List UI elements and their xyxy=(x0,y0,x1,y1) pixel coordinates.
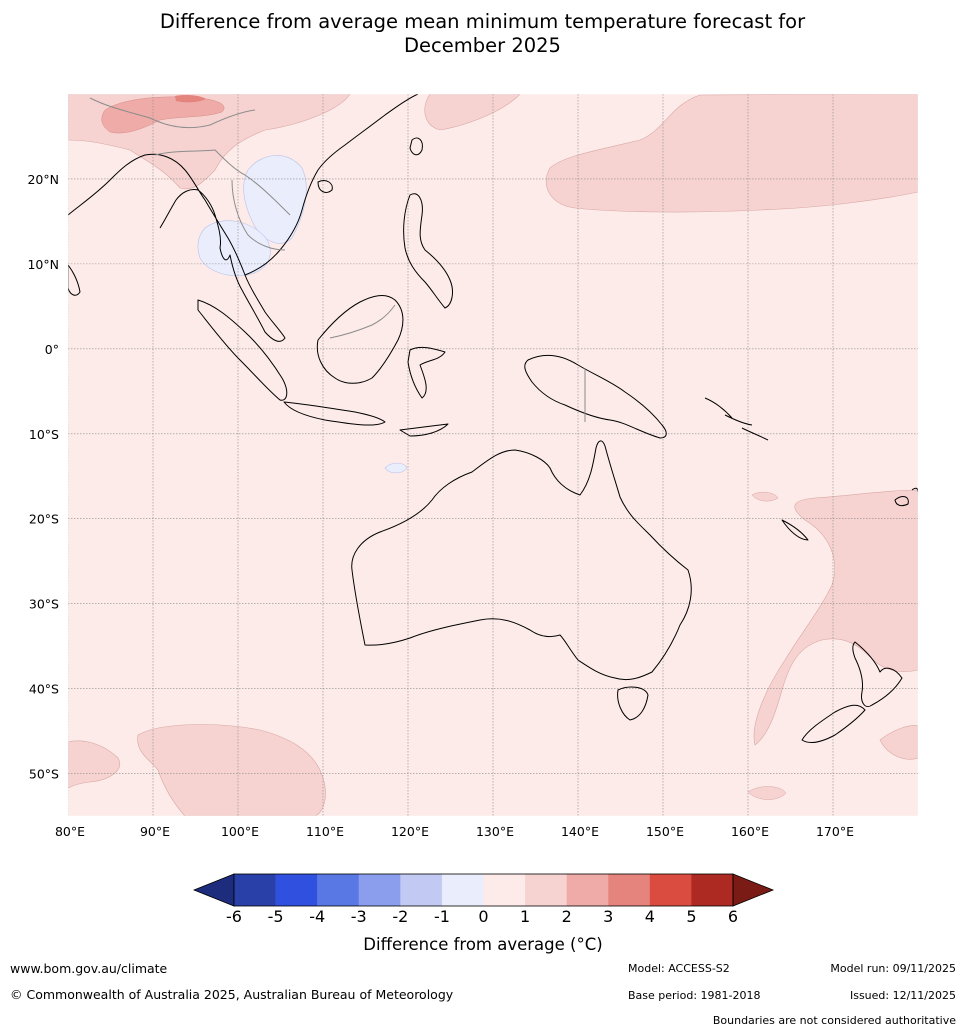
coastline-philippines xyxy=(403,193,453,309)
latitude-label--10: 10°S xyxy=(29,427,59,442)
coastline-tasmania xyxy=(617,686,649,721)
anomaly-region-nw-pacific-north xyxy=(424,94,521,131)
longitude-label-170: 170°E xyxy=(816,824,854,839)
anomaly-region-south-china-core xyxy=(175,95,206,103)
footer-model-run: Model run: 09/11/2025 xyxy=(830,962,956,975)
colorbar-tick--6: -6 xyxy=(226,907,242,926)
colorbar-swatch--3-to--2 xyxy=(358,874,401,906)
coastline-taiwan xyxy=(409,137,423,156)
colorbar-tick-2: 2 xyxy=(562,907,572,926)
colorbar-swatch--2-to--1 xyxy=(400,874,443,906)
colorbar-swatch-3-to-4 xyxy=(608,874,651,906)
colorbar-label: Difference from average (°C) xyxy=(363,935,602,954)
anomaly-region-new-zealand-south xyxy=(879,725,918,760)
coastline-sumatra xyxy=(197,299,288,401)
coastline-timor xyxy=(399,423,449,437)
colorbar-swatch-5-to-6 xyxy=(691,874,734,906)
latitude-label--20: 20°S xyxy=(29,512,59,527)
coastline-solomon-islands xyxy=(704,397,769,441)
latitude-label--40: 40°S xyxy=(29,682,59,697)
latitude-label-10: 10°N xyxy=(27,257,59,272)
colorbar-swatch--6-to--5 xyxy=(234,874,276,906)
border-indochina xyxy=(154,149,291,251)
colorbar-tick-1: 1 xyxy=(520,907,530,926)
anomaly-region-south-china-hotspot xyxy=(101,96,225,134)
colorbar-swatch-2-to-3 xyxy=(566,874,609,906)
colorbar-tick--5: -5 xyxy=(268,907,284,926)
coastline-new-zealand-north xyxy=(852,641,903,707)
colorbar-tick-labels: -6 -5 -4 -3 -2 -1 0 1 2 3 4 5 6 xyxy=(226,907,738,926)
border-borneo xyxy=(329,304,396,339)
colorbar-over-arrow xyxy=(732,873,775,907)
colorbar-swatch--1-to-0 xyxy=(441,874,484,906)
anomaly-region-laos-vietnam xyxy=(243,155,307,244)
anomaly-region-andaman xyxy=(197,220,271,277)
latitude-label--50: 50°S xyxy=(29,767,59,782)
coastline-sulawesi xyxy=(407,346,446,399)
anomaly-region-southern-ocean-east xyxy=(747,786,787,800)
colorbar-tick-4: 4 xyxy=(645,907,655,926)
map-gridlines xyxy=(68,94,918,816)
colorbar-tick-0: 0 xyxy=(478,907,488,926)
colorbar-swatch-4-to-5 xyxy=(649,874,692,906)
colorbar-swatch--4-to--3 xyxy=(317,874,360,906)
colorbar-swatch-1-to-2 xyxy=(525,874,567,906)
anomaly-region-southern-ocean-west xyxy=(68,740,120,789)
border-china xyxy=(89,97,256,129)
title-line-2: December 2025 xyxy=(404,34,561,57)
colorbar-under-arrow xyxy=(192,873,235,907)
latitude-label--30: 30°S xyxy=(29,597,59,612)
footer-model: Model: ACCESS-S2 xyxy=(628,962,730,975)
footer-base-period: Base period: 1981-2018 xyxy=(628,989,761,1002)
chart-title: Difference from average mean minimum tem… xyxy=(0,10,965,58)
country-borders xyxy=(89,97,586,422)
colorbar-frame xyxy=(233,873,734,907)
longitude-label-120: 120°E xyxy=(391,824,429,839)
coastline-java xyxy=(283,401,386,426)
anomaly-region-southern-ocean xyxy=(137,724,326,816)
latitude-labels: 20°N 10°N 0° 10°S 20°S 30°S 40°S 50°S xyxy=(27,172,59,782)
map-panel xyxy=(68,94,918,816)
longitude-label-110: 110°E xyxy=(306,824,344,839)
coastline-australia xyxy=(351,440,692,681)
longitude-label-160: 160°E xyxy=(731,824,769,839)
footer-copyright: © Commonwealth of Australia 2025, Austra… xyxy=(10,987,454,1002)
colorbar-tick--2: -2 xyxy=(392,907,408,926)
colorbar-swatch-0-to-1 xyxy=(483,874,526,906)
footer-issued: Issued: 12/11/2025 xyxy=(849,989,956,1002)
colorbar-tick--4: -4 xyxy=(309,907,325,926)
longitude-label-140: 140°E xyxy=(561,824,599,839)
colorbar-tick--1: -1 xyxy=(434,907,450,926)
longitude-label-150: 150°E xyxy=(646,824,684,839)
title-line-1: Difference from average mean minimum tem… xyxy=(159,10,806,33)
longitude-labels: 80°E 90°E 100°E 110°E 120°E 130°E 140°E 150°E 16… xyxy=(55,824,854,839)
latitude-label-20: 20°N xyxy=(27,172,59,187)
footer-website[interactable]: www.bom.gov.au/climate xyxy=(10,961,168,976)
longitude-label-90: 90°E xyxy=(140,824,170,839)
longitude-label-130: 130°E xyxy=(476,824,514,839)
coastline-hainan xyxy=(317,180,333,193)
colorbar xyxy=(192,873,775,907)
colorbar-tick-5: 5 xyxy=(686,907,696,926)
longitude-label-100: 100°E xyxy=(221,824,259,839)
colorbar-swatch--5-to--4 xyxy=(275,874,318,906)
anomaly-region-new-caledonia xyxy=(751,491,779,502)
longitude-label-80: 80°E xyxy=(55,824,85,839)
coastline-new-guinea xyxy=(524,354,667,439)
colorbar-tick-3: 3 xyxy=(603,907,613,926)
anomaly-region-indian-ocean-cool xyxy=(384,462,408,474)
coastline-new-caledonia xyxy=(781,519,809,541)
footer-disclaimer: Boundaries are not considered authoritat… xyxy=(712,1014,956,1027)
latitude-label-0: 0° xyxy=(45,342,59,357)
anomaly-region-nw-pacific xyxy=(545,94,918,213)
colorbar-tick-6: 6 xyxy=(728,907,738,926)
colorbar-tick--3: -3 xyxy=(351,907,367,926)
coastline-borneo xyxy=(316,295,404,384)
anomaly-region-tasman xyxy=(753,489,918,746)
coastline-sri-lanka xyxy=(68,264,81,296)
coastline-new-zealand-south xyxy=(801,704,866,743)
map-frame xyxy=(67,93,919,817)
